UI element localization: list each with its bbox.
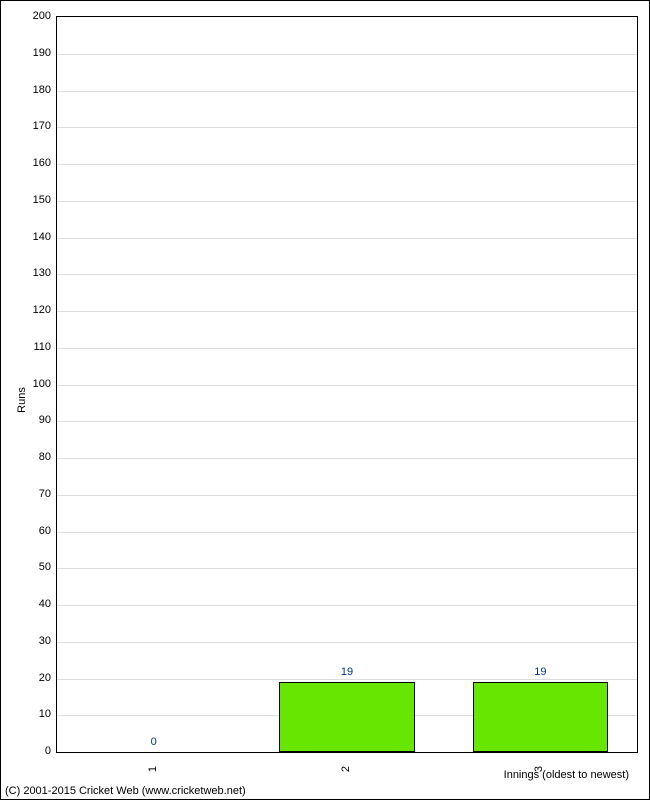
x-axis-label: Innings (oldest to newest) (504, 769, 629, 781)
gridline (57, 201, 637, 202)
y-tick-label: 110 (11, 341, 51, 353)
x-tick-label: 1 (147, 766, 159, 772)
gridline (57, 164, 637, 165)
x-tick-label: 2 (340, 766, 352, 772)
bar-value-label: 0 (151, 736, 157, 748)
gridline (57, 679, 637, 680)
y-tick-label: 90 (11, 414, 51, 426)
y-tick-label: 40 (11, 598, 51, 610)
y-tick-label: 50 (11, 561, 51, 573)
gridline (57, 348, 637, 349)
gridline (57, 532, 637, 533)
y-tick-label: 160 (11, 157, 51, 169)
gridline (57, 238, 637, 239)
y-tick-label: 130 (11, 267, 51, 279)
gridline (57, 421, 637, 422)
y-tick-label: 80 (11, 451, 51, 463)
bar-value-label: 19 (341, 666, 353, 678)
gridline (57, 127, 637, 128)
y-tick-label: 200 (11, 10, 51, 22)
gridline (57, 385, 637, 386)
y-axis-label: Runs (16, 387, 28, 413)
chart-container: 0 19 19 Runs Innings (oldest to newest) (C… (0, 0, 650, 800)
plot-area: 0 19 19 (56, 16, 638, 753)
y-tick-label: 150 (11, 194, 51, 206)
y-tick-label: 170 (11, 120, 51, 132)
gridline (57, 311, 637, 312)
y-tick-label: 100 (11, 378, 51, 390)
gridline (57, 642, 637, 643)
gridline (57, 54, 637, 55)
bar-value-label: 19 (534, 666, 546, 678)
gridline (57, 605, 637, 606)
y-tick-label: 70 (11, 488, 51, 500)
gridline (57, 458, 637, 459)
y-tick-label: 140 (11, 231, 51, 243)
y-tick-label: 30 (11, 635, 51, 647)
y-tick-label: 60 (11, 525, 51, 537)
bar (473, 682, 608, 752)
credit-text: (C) 2001-2015 Cricket Web (www.cricketwe… (5, 785, 246, 797)
y-tick-label: 180 (11, 84, 51, 96)
gridline (57, 568, 637, 569)
y-tick-label: 190 (11, 47, 51, 59)
bar (279, 682, 414, 752)
x-tick-label: 3 (533, 766, 545, 772)
y-tick-label: 10 (11, 708, 51, 720)
y-tick-label: 120 (11, 304, 51, 316)
gridline (57, 495, 637, 496)
y-tick-label: 20 (11, 672, 51, 684)
gridline (57, 274, 637, 275)
gridline (57, 91, 637, 92)
y-tick-label: 0 (11, 745, 51, 757)
